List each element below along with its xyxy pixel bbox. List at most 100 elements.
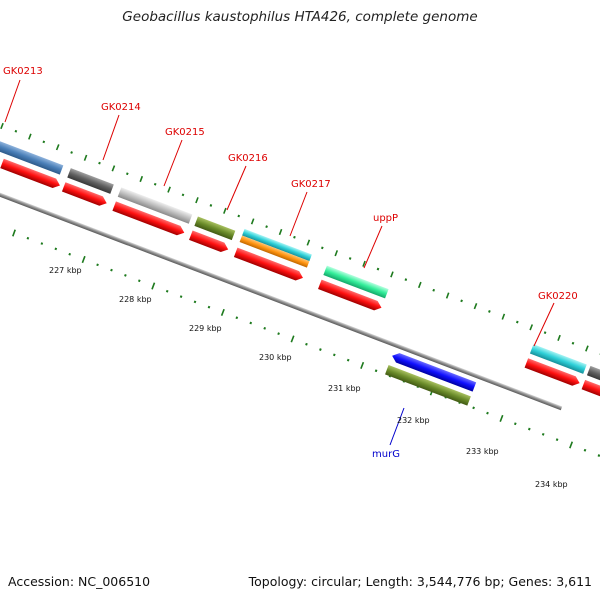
genome-backbone	[0, 157, 563, 411]
minor-tick	[488, 310, 491, 313]
minor-tick	[571, 341, 575, 345]
reverse-cds-track	[385, 351, 477, 406]
kbp-label-229: 229 kbp	[189, 324, 222, 333]
minor-tick	[597, 454, 600, 457]
major-tick	[139, 175, 144, 183]
minor-tick	[541, 432, 545, 436]
cog-block-gk0214[interactable]	[67, 168, 114, 194]
kbp-label-228: 228 kbp	[119, 295, 152, 304]
minor-tick	[209, 204, 213, 207]
kbp-labels: 227 kbp 228 kbp 229 kbp 230 kbp 231 kbp …	[49, 266, 568, 489]
kbp-label-234: 234 kbp	[535, 480, 568, 489]
minor-tick	[207, 305, 211, 309]
cog-block-gk0221[interactable]	[586, 365, 600, 392]
cds-arrow-uppp[interactable]	[318, 279, 383, 313]
minor-tick	[346, 358, 350, 362]
minor-tick	[153, 182, 157, 186]
major-tick	[0, 122, 4, 130]
major-tick	[111, 165, 116, 172]
outer-tick-track	[0, 122, 600, 355]
cds-arrow-gk0221[interactable]	[581, 379, 600, 406]
major-tick	[306, 239, 311, 246]
minor-tick	[96, 263, 99, 267]
major-tick	[445, 292, 450, 299]
minor-tick	[404, 278, 408, 282]
major-tick	[278, 228, 283, 236]
minor-tick	[348, 257, 352, 260]
gene-label-gk0215[interactable]: GK0215	[165, 127, 205, 138]
minor-tick	[305, 342, 308, 346]
minor-tick	[26, 236, 30, 240]
cog-block-gk0215[interactable]	[117, 187, 193, 224]
minor-tick	[125, 172, 129, 176]
major-tick	[290, 335, 295, 343]
cog-track	[0, 141, 600, 392]
minor-tick	[249, 321, 253, 325]
minor-tick	[332, 353, 336, 357]
major-tick	[473, 303, 478, 310]
minor-tick	[513, 422, 517, 426]
minor-tick	[42, 140, 46, 144]
gene-label-gk0216[interactable]: GK0216	[228, 153, 268, 164]
major-tick	[585, 345, 589, 352]
cds-arrow-gk0216[interactable]	[189, 230, 230, 255]
major-tick	[250, 218, 255, 225]
minor-tick	[237, 214, 241, 218]
gene-label-gk0217[interactable]: GK0217	[291, 179, 331, 190]
gene-label-gk0213[interactable]: GK0213	[3, 66, 43, 77]
minor-tick	[40, 242, 44, 245]
minor-tick	[293, 235, 296, 239]
major-tick	[569, 441, 574, 449]
major-tick	[362, 260, 366, 267]
major-tick	[151, 282, 156, 290]
minor-tick	[68, 252, 72, 256]
gene-label-gk0220[interactable]: GK0220	[538, 291, 578, 302]
gene-labels: GK0213 GK0214 GK0215 GK0216 GK0217 uppP …	[3, 66, 578, 460]
minor-tick	[543, 331, 547, 335]
major-tick	[557, 334, 561, 341]
major-tick	[12, 229, 16, 237]
cds-arrow-gk0213[interactable]	[0, 158, 62, 190]
major-tick	[195, 197, 199, 204]
minor-tick	[319, 348, 322, 351]
cds-arrow-gk0214[interactable]	[61, 182, 109, 208]
minor-tick	[265, 225, 268, 229]
gene-label-murg[interactable]: murG	[372, 449, 400, 460]
gene-label-gk0214[interactable]: GK0214	[101, 102, 141, 113]
minor-tick	[70, 151, 73, 154]
minor-tick	[165, 289, 169, 293]
kbp-label-227: 227 kbp	[49, 266, 82, 275]
cog-block-uppp[interactable]	[323, 265, 389, 299]
cds-arrow-gk0220[interactable]	[524, 358, 582, 388]
forward-cds-track	[0, 158, 600, 406]
minor-tick	[137, 279, 141, 283]
minor-tick	[110, 268, 113, 272]
cog-block-gk0217a[interactable]	[242, 228, 312, 262]
minor-tick	[235, 316, 239, 320]
minor-tick	[583, 448, 587, 452]
major-tick	[499, 414, 504, 422]
minor-tick	[98, 161, 101, 165]
minor-tick	[555, 438, 559, 442]
gene-label-uppp[interactable]: uppP	[373, 213, 398, 224]
cds-arrow-gk0215[interactable]	[112, 201, 186, 237]
major-tick	[220, 308, 225, 316]
major-tick	[83, 154, 88, 161]
cog-block-gk0220[interactable]	[529, 344, 587, 374]
minor-tick	[181, 193, 185, 197]
cds-arrow-gk0217[interactable]	[233, 247, 305, 283]
kbp-label-233: 233 kbp	[466, 447, 499, 456]
minor-tick	[179, 295, 183, 298]
minor-tick	[432, 288, 436, 292]
minor-tick	[486, 411, 489, 415]
cog-block-murg[interactable]	[385, 365, 471, 406]
genome-summary-text: Topology: circular; Length: 3,544,776 bp…	[248, 574, 592, 589]
cog-block-gk0217b[interactable]	[239, 235, 310, 268]
minor-tick	[515, 320, 519, 324]
cog-block-gk0213[interactable]	[0, 141, 64, 175]
cds-arrow-murg[interactable]	[390, 351, 477, 392]
major-tick	[28, 133, 32, 140]
major-tick	[360, 361, 365, 369]
cog-block-gk0216[interactable]	[194, 216, 236, 241]
